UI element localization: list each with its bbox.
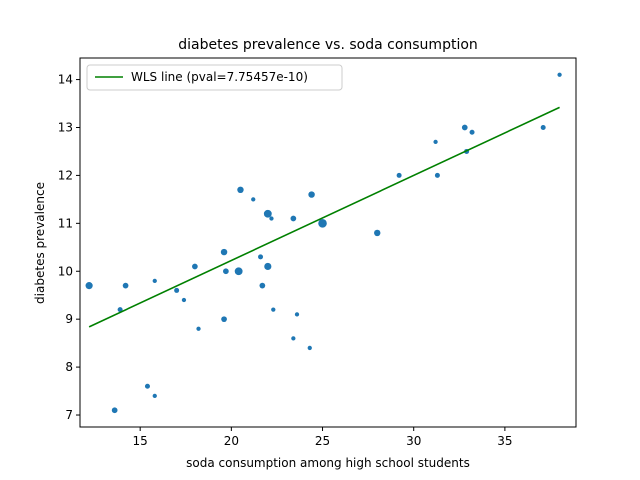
x-tick-label: 30 bbox=[406, 434, 421, 448]
data-point bbox=[259, 282, 266, 289]
y-tick-label: 8 bbox=[65, 360, 73, 374]
data-point bbox=[294, 312, 300, 317]
data-point bbox=[557, 72, 562, 77]
x-tick-label: 35 bbox=[497, 434, 512, 448]
axes-frame bbox=[79, 57, 577, 428]
data-point bbox=[237, 186, 244, 194]
data-point bbox=[469, 129, 475, 135]
legend-label: WLS line (pval=7.75457e-10) bbox=[131, 70, 308, 84]
chart-title: diabetes prevalence vs. soda consumption bbox=[178, 37, 478, 53]
data-point bbox=[318, 219, 327, 228]
data-point bbox=[291, 336, 296, 341]
data-point bbox=[433, 139, 438, 145]
data-point bbox=[117, 307, 123, 313]
y-tick-label: 12 bbox=[58, 168, 73, 182]
data-point bbox=[181, 297, 187, 303]
data-point bbox=[540, 124, 546, 130]
data-point bbox=[196, 326, 201, 331]
y-axis: 7 8 9 10 11 12 13 14 bbox=[58, 73, 80, 422]
data-point bbox=[85, 282, 93, 290]
x-tick-label: 25 bbox=[315, 434, 330, 448]
y-tick-label: 10 bbox=[58, 264, 73, 278]
wls-line bbox=[88, 106, 560, 328]
data-point bbox=[192, 263, 198, 270]
data-point bbox=[122, 282, 129, 289]
data-point bbox=[308, 191, 315, 198]
y-tick-label: 13 bbox=[58, 120, 73, 134]
x-tick-label: 15 bbox=[133, 434, 148, 448]
data-point bbox=[152, 393, 157, 398]
data-point bbox=[396, 172, 402, 178]
data-point bbox=[434, 172, 440, 178]
x-axis-label: soda consumption among high school stude… bbox=[186, 456, 470, 470]
plot-area bbox=[85, 72, 562, 414]
data-point bbox=[307, 345, 312, 351]
y-tick-label: 11 bbox=[58, 216, 73, 230]
y-tick-label: 7 bbox=[65, 408, 73, 422]
x-tick-label: 20 bbox=[224, 434, 239, 448]
data-point bbox=[258, 254, 264, 260]
y-tick-label: 9 bbox=[65, 312, 73, 326]
data-point bbox=[271, 307, 276, 312]
data-point bbox=[223, 268, 229, 275]
y-axis-label: diabetes prevalence bbox=[33, 182, 47, 304]
legend: WLS line (pval=7.75457e-10) bbox=[86, 64, 343, 91]
data-point bbox=[263, 209, 272, 218]
data-point bbox=[152, 278, 157, 283]
data-point bbox=[220, 248, 228, 256]
data-point bbox=[144, 383, 150, 389]
data-point bbox=[111, 407, 118, 414]
y-tick-label: 14 bbox=[58, 73, 73, 87]
data-point bbox=[290, 215, 297, 222]
data-point bbox=[374, 229, 381, 237]
data-point bbox=[234, 267, 243, 276]
data-point bbox=[251, 197, 256, 202]
data-point bbox=[174, 287, 180, 293]
x-axis: 15 20 25 30 35 bbox=[133, 427, 513, 448]
legend-box bbox=[86, 64, 343, 91]
data-point bbox=[221, 316, 227, 323]
data-point bbox=[264, 262, 272, 271]
data-point bbox=[269, 216, 274, 221]
data-point bbox=[461, 124, 468, 131]
